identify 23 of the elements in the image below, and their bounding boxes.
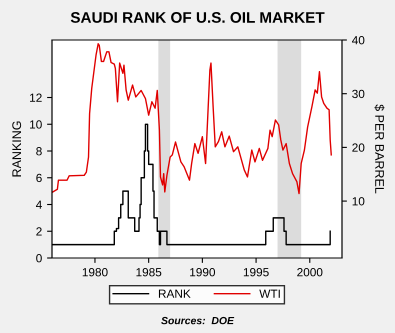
y-tick-label: 12	[30, 94, 42, 102]
y2-tick-label: 10	[352, 197, 364, 206]
y2-tick-label: 40	[352, 36, 364, 44]
source-note: Sources: DOE	[161, 316, 234, 324]
y-axis-title: RANKING	[12, 121, 22, 176]
y-tick-label: 8	[36, 147, 42, 156]
y-tick-label: 0	[36, 254, 42, 262]
y-tick-label: 10	[30, 120, 42, 129]
legend-label: WTI	[259, 290, 280, 298]
chart-title: SAUDI RANK OF U.S. OIL MARKET	[70, 12, 325, 23]
x-tick-label: 1985	[136, 268, 162, 276]
x-tick-label: 1980	[82, 268, 108, 276]
y2-tick-label: 20	[352, 143, 364, 152]
y-tick-label: 6	[36, 174, 42, 182]
y2-tick-label: 30	[352, 90, 364, 98]
x-tick-label: 1995	[244, 268, 269, 276]
line-series	[52, 43, 332, 194]
x-tick-label: 1990	[190, 268, 216, 276]
y-tick-label: 4	[36, 200, 42, 209]
y-tick-label: 2	[36, 227, 42, 236]
x-tick-label: 2000	[297, 268, 322, 276]
legend-label: RANK	[158, 290, 191, 298]
y2-axis-title: $ PER BARREL	[374, 104, 384, 194]
